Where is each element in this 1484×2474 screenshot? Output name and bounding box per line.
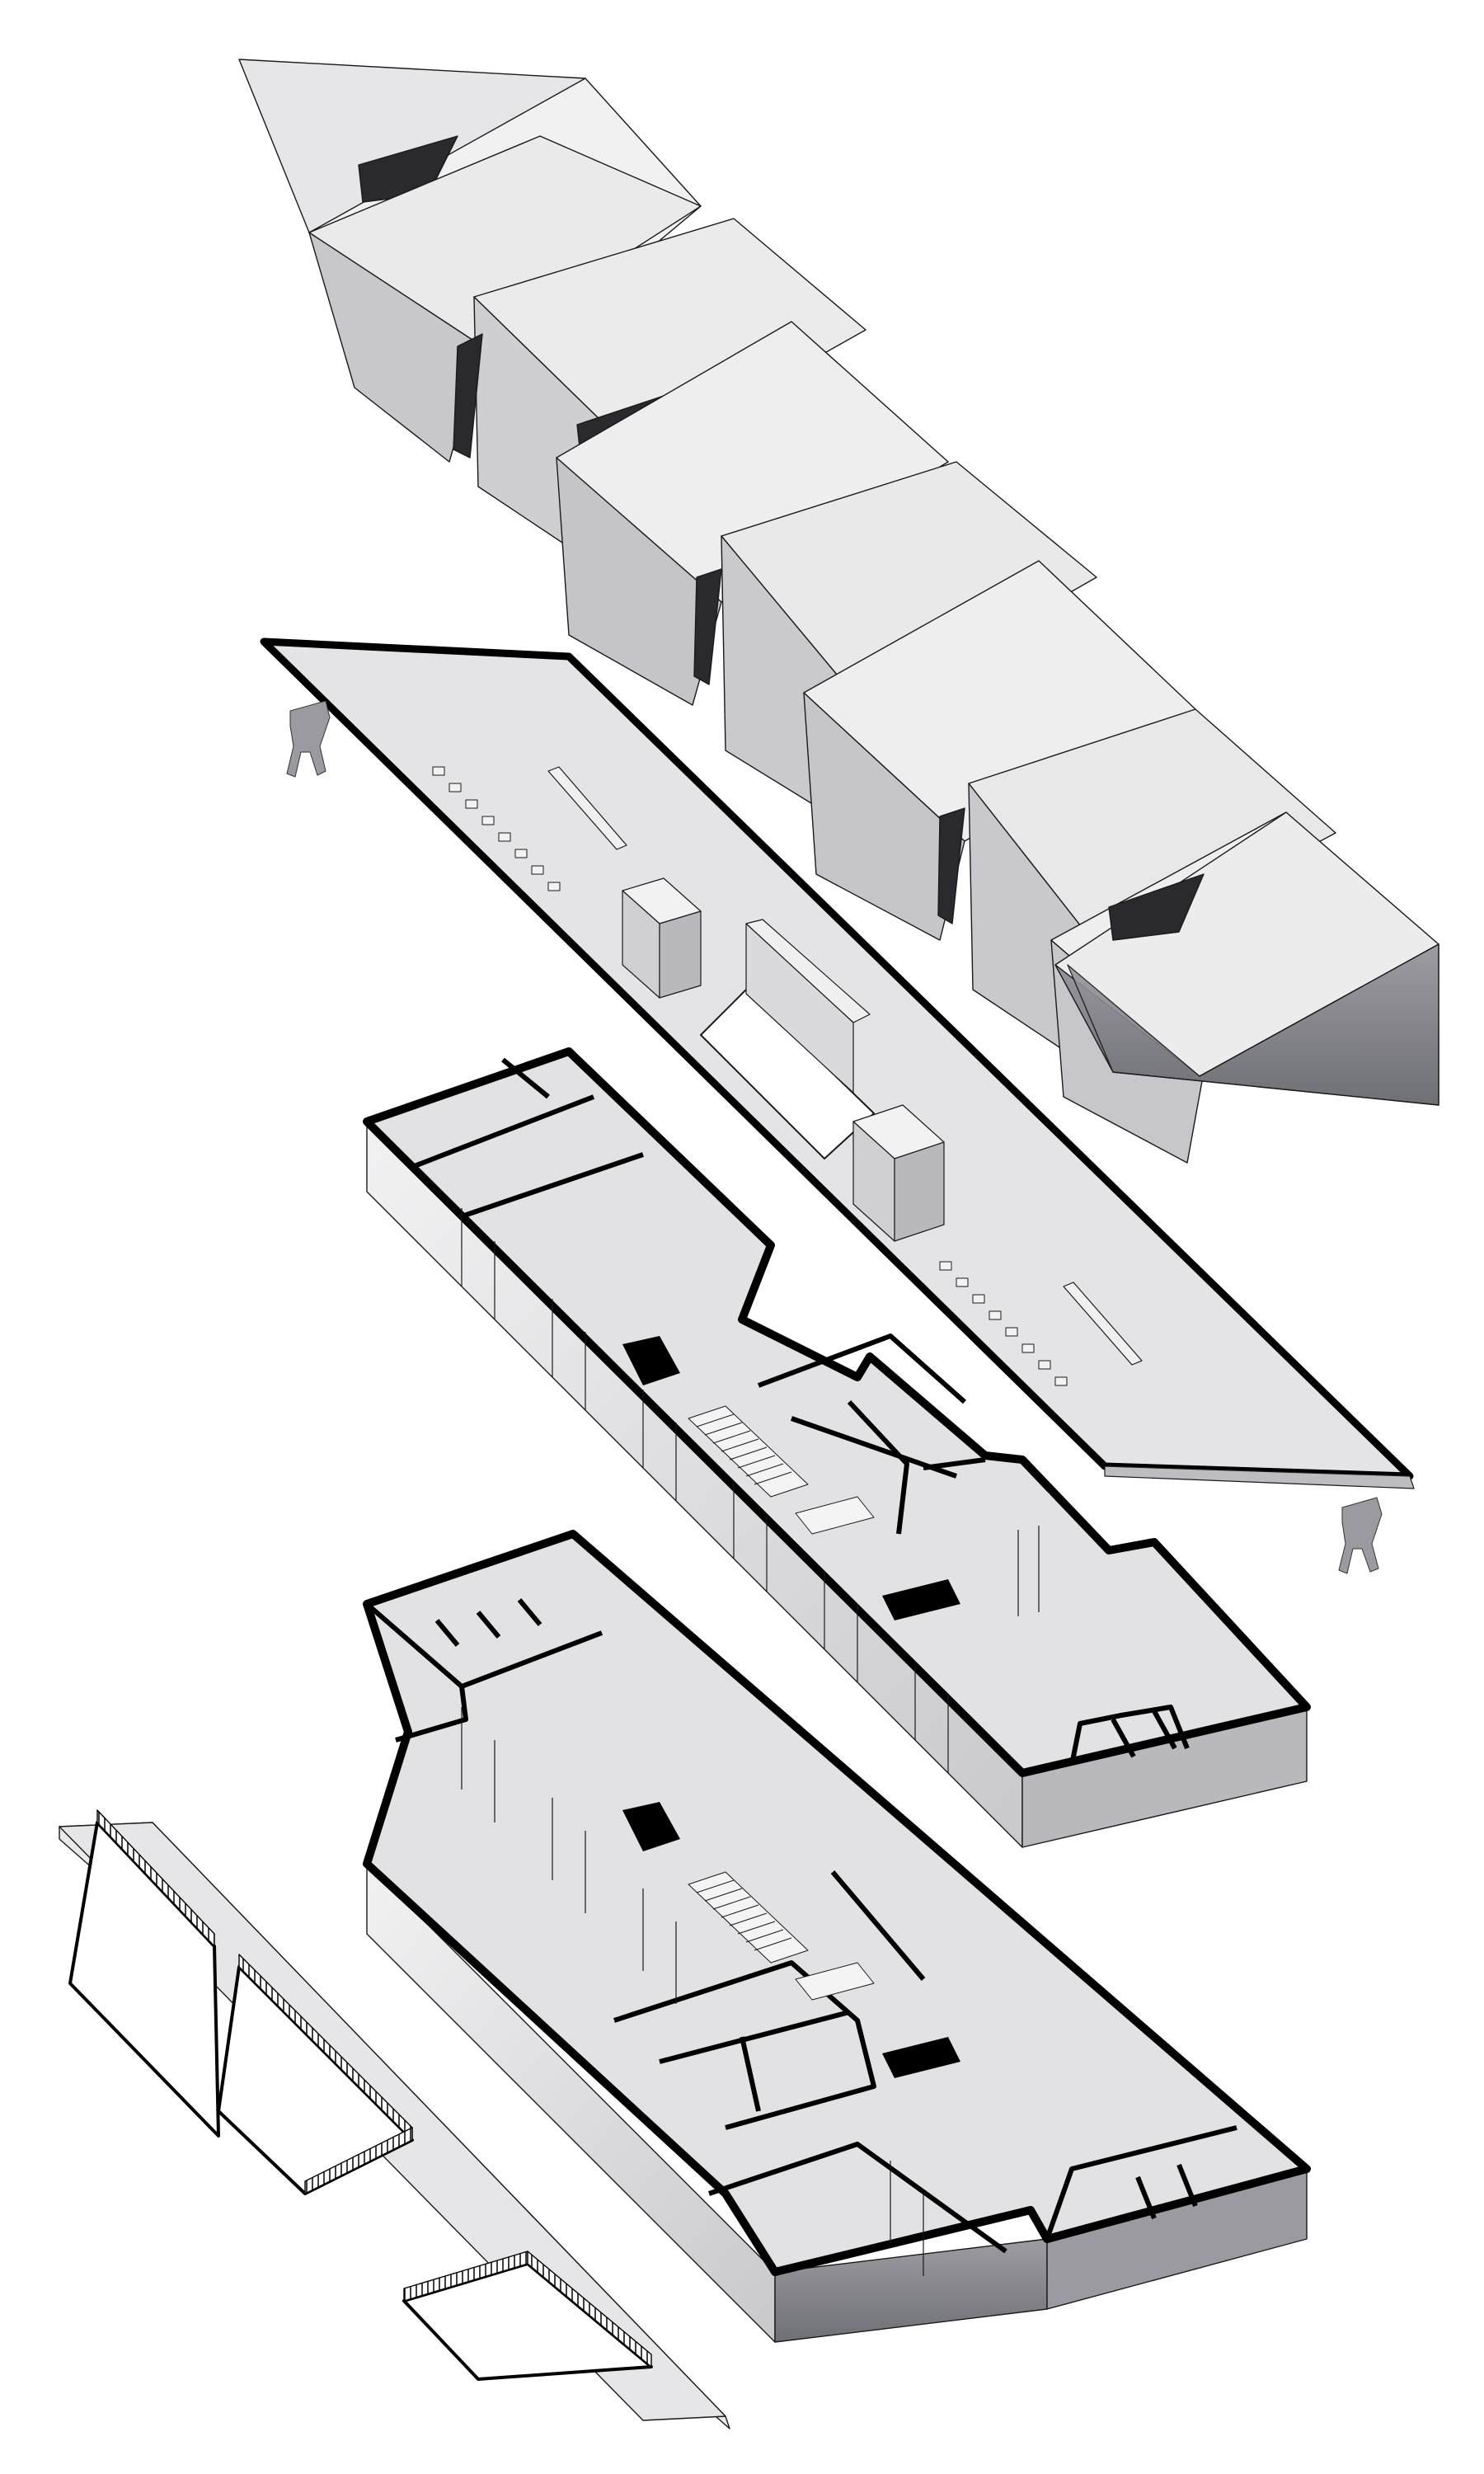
upper-partition bbox=[847, 1399, 909, 1535]
ground-partition bbox=[434, 1619, 460, 1647]
roof-end-face bbox=[1067, 943, 1439, 1106]
upper-floor-layer bbox=[363, 1047, 1311, 1848]
railing bbox=[96, 1809, 215, 1947]
roof-skylight bbox=[1108, 873, 1205, 941]
roof-module bbox=[556, 457, 722, 706]
ground-partition bbox=[613, 1960, 876, 2130]
ground-floor-slab bbox=[363, 1530, 1311, 2276]
upper-partition bbox=[1152, 1710, 1177, 1750]
ground-partition bbox=[476, 1611, 501, 1639]
terrace-wall bbox=[745, 923, 854, 1094]
figure-supporting-slab-left bbox=[286, 700, 331, 778]
roof-skylight bbox=[937, 807, 965, 924]
upper-partition bbox=[923, 1457, 986, 1470]
terrace-volume bbox=[894, 1141, 945, 1242]
roof-module bbox=[308, 232, 483, 463]
ground-stair bbox=[688, 1871, 875, 2001]
site-plinth-layer bbox=[59, 1809, 730, 2429]
ground-partition bbox=[1176, 2163, 1198, 2208]
terrace-seating-right bbox=[939, 1261, 1068, 1386]
roof-terrace-layer bbox=[260, 637, 1415, 1574]
ground-core-block bbox=[882, 2037, 960, 2078]
upper-core-block bbox=[882, 1579, 960, 1620]
upper-partition bbox=[1111, 1718, 1136, 1758]
ground-partition bbox=[395, 1686, 468, 1743]
ground-partition bbox=[830, 1870, 926, 1981]
ground-glazing bbox=[461, 1707, 924, 2276]
ground-partition bbox=[517, 1598, 542, 1626]
ground-partition bbox=[659, 2010, 850, 2064]
upper-partition bbox=[1069, 1705, 1190, 1766]
terrace-seating-left bbox=[432, 766, 561, 891]
upper-partition bbox=[757, 1333, 966, 1404]
ground-partition bbox=[1135, 2175, 1157, 2220]
ground-floor-layer bbox=[363, 1530, 1311, 2343]
railing bbox=[527, 2251, 652, 2368]
figure-supporting-slab-right bbox=[1338, 1497, 1383, 1574]
upper-partition bbox=[411, 1094, 595, 1169]
upper-stair bbox=[688, 1405, 875, 1535]
terrace-bench bbox=[547, 766, 627, 850]
terrace-volume bbox=[659, 910, 702, 999]
upper-partition bbox=[461, 1152, 644, 1219]
roof-layer bbox=[238, 59, 1439, 1164]
ground-partition bbox=[740, 2036, 761, 2112]
terrace-opening bbox=[700, 989, 875, 1159]
upper-floor-slab bbox=[363, 1047, 1311, 1777]
upper-core-block bbox=[622, 1336, 680, 1385]
terrace-slab-edge bbox=[1104, 1465, 1415, 1489]
ground-partition bbox=[708, 2142, 1007, 2254]
railing bbox=[304, 2127, 413, 2194]
roof-module bbox=[803, 692, 965, 941]
ground-core-block bbox=[622, 1802, 680, 1851]
upper-partition bbox=[501, 1057, 550, 1099]
terrace-bench bbox=[1063, 1282, 1143, 1366]
roof-skylight bbox=[693, 568, 722, 685]
ground-partition bbox=[1045, 2125, 1237, 2240]
roof-skylight bbox=[453, 333, 483, 459]
upper-glazing bbox=[461, 1208, 1040, 1773]
